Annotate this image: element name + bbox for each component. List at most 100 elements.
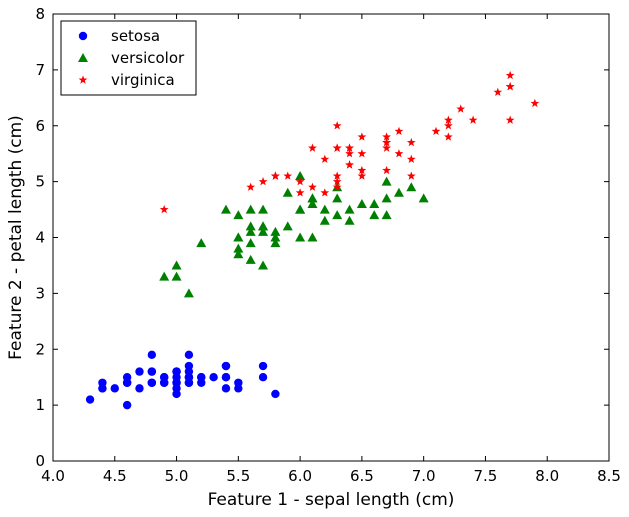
setosa-point bbox=[147, 367, 157, 376]
versicolor-point bbox=[381, 176, 392, 186]
virginica-point bbox=[456, 104, 466, 113]
x-tick-label: 5.5 bbox=[226, 467, 250, 485]
y-axis-label: Feature 2 - petal length (cm) bbox=[6, 115, 26, 360]
versicolor-point bbox=[319, 204, 330, 214]
y-tick-label: 1 bbox=[35, 396, 45, 414]
virginica-point bbox=[246, 182, 256, 191]
versicolor-point bbox=[307, 193, 318, 203]
y-tick-label: 2 bbox=[35, 340, 45, 358]
x-tick-label: 4.5 bbox=[103, 467, 127, 485]
virginica-point bbox=[505, 82, 515, 91]
x-tick-label: 4.0 bbox=[41, 467, 65, 485]
setosa-point bbox=[184, 350, 194, 360]
versicolor-point bbox=[245, 204, 256, 214]
setosa-point bbox=[184, 367, 194, 376]
y-tick-label: 4 bbox=[35, 229, 45, 247]
setosa-point bbox=[160, 378, 169, 387]
versicolor-point bbox=[307, 232, 318, 242]
x-tick-label: 5.0 bbox=[165, 467, 189, 485]
virginica-point bbox=[320, 188, 330, 197]
setosa-point bbox=[135, 367, 144, 376]
setosa-point bbox=[209, 372, 218, 382]
versicolor-point bbox=[332, 193, 343, 203]
y-tick-label: 5 bbox=[35, 173, 45, 191]
versicolor-point bbox=[233, 243, 244, 253]
virginica-point bbox=[530, 98, 540, 108]
versicolor-point bbox=[171, 271, 182, 281]
versicolor-point bbox=[258, 221, 269, 231]
versicolor-point bbox=[282, 221, 293, 231]
versicolor-point bbox=[233, 232, 244, 242]
y-tick-label: 6 bbox=[35, 117, 45, 135]
setosa-point bbox=[221, 361, 231, 371]
versicolor-point bbox=[270, 232, 281, 242]
virginica-point bbox=[444, 121, 453, 130]
series-setosa bbox=[85, 350, 280, 410]
setosa-point bbox=[258, 372, 268, 382]
setosa-point bbox=[98, 384, 107, 393]
versicolor-point bbox=[159, 271, 170, 281]
y-tick-label: 3 bbox=[35, 284, 45, 302]
setosa-point bbox=[221, 384, 231, 393]
setosa-point bbox=[122, 378, 132, 387]
legend-label: setosa bbox=[111, 27, 160, 45]
versicolor-point bbox=[307, 198, 318, 208]
versicolor-point bbox=[344, 204, 355, 214]
versicolor-point bbox=[220, 204, 231, 214]
setosa-point bbox=[271, 389, 280, 399]
y-tick-label: 7 bbox=[35, 61, 45, 79]
x-tick-label: 7.5 bbox=[474, 467, 498, 485]
legend-triangle-icon bbox=[78, 53, 88, 62]
virginica-point bbox=[332, 121, 342, 130]
virginica-point bbox=[332, 177, 342, 186]
legend-label: versicolor bbox=[111, 49, 185, 67]
virginica-point bbox=[345, 160, 354, 169]
virginica-point bbox=[505, 70, 515, 80]
versicolor-point bbox=[258, 226, 269, 236]
versicolor-point bbox=[406, 182, 417, 192]
versicolor-point bbox=[245, 226, 256, 236]
versicolor-point bbox=[295, 232, 306, 242]
versicolor-point bbox=[245, 221, 256, 231]
virginica-point bbox=[406, 171, 416, 180]
virginica-point bbox=[332, 171, 342, 180]
setosa-point bbox=[258, 361, 268, 371]
setosa-point bbox=[172, 378, 181, 387]
virginica-point bbox=[357, 165, 367, 175]
series-virginica bbox=[159, 70, 540, 214]
virginica-point bbox=[382, 132, 391, 141]
versicolor-point bbox=[319, 215, 330, 225]
legend-item-setosa: setosa bbox=[78, 27, 160, 45]
versicolor-point bbox=[270, 226, 281, 236]
virginica-point bbox=[406, 154, 416, 163]
setosa-point bbox=[234, 384, 243, 393]
virginica-point bbox=[394, 149, 404, 158]
virginica-point bbox=[357, 171, 367, 180]
versicolor-point bbox=[171, 260, 182, 270]
virginica-point bbox=[382, 165, 391, 175]
setosa-point bbox=[122, 400, 132, 410]
virginica-point bbox=[159, 204, 169, 214]
virginica-point bbox=[295, 177, 305, 186]
virginica-point bbox=[345, 143, 354, 152]
series-versicolor bbox=[159, 171, 429, 298]
setosa-point bbox=[221, 372, 231, 382]
legend-item-versicolor: versicolor bbox=[78, 49, 185, 67]
virginica-point bbox=[444, 115, 453, 124]
virginica-point bbox=[308, 143, 317, 152]
virginica-point bbox=[468, 115, 478, 124]
virginica-point bbox=[332, 182, 342, 191]
virginica-point bbox=[258, 177, 268, 186]
virginica-point bbox=[357, 132, 367, 141]
x-tick-label: 6.0 bbox=[288, 467, 312, 485]
setosa-point bbox=[172, 367, 181, 376]
virginica-point bbox=[394, 126, 404, 136]
virginica-point bbox=[382, 137, 391, 147]
versicolor-point bbox=[258, 260, 269, 270]
virginica-point bbox=[382, 143, 391, 152]
data-points bbox=[85, 70, 540, 410]
x-tick-label: 8.0 bbox=[535, 467, 559, 485]
versicolor-point bbox=[233, 249, 244, 259]
legend-label: virginica bbox=[111, 71, 175, 89]
versicolor-point bbox=[356, 198, 367, 208]
